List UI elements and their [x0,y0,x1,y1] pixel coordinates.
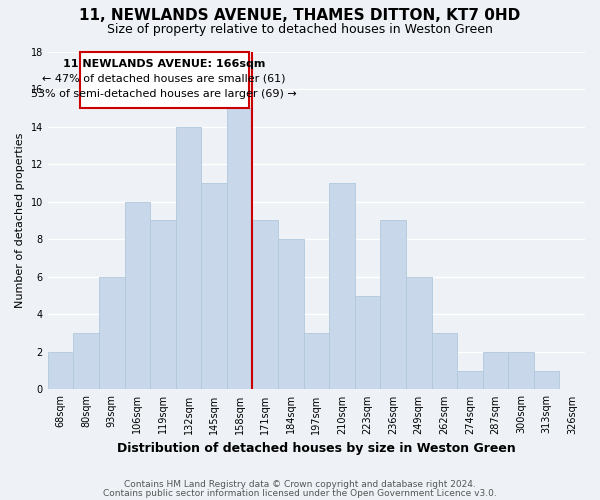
Bar [73,333,99,390]
Y-axis label: Number of detached properties: Number of detached properties [15,133,25,308]
Text: 11 NEWLANDS AVENUE: 166sqm: 11 NEWLANDS AVENUE: 166sqm [63,58,265,68]
FancyBboxPatch shape [80,52,248,108]
Bar [176,126,201,390]
Text: Contains HM Land Registry data © Crown copyright and database right 2024.: Contains HM Land Registry data © Crown c… [124,480,476,489]
Bar [457,370,482,390]
Bar [48,352,73,390]
Bar [278,239,304,390]
Bar [482,352,508,390]
Bar [355,296,380,390]
Bar [150,220,176,390]
Bar [508,352,534,390]
Text: Size of property relative to detached houses in Weston Green: Size of property relative to detached ho… [107,22,493,36]
Text: 53% of semi-detached houses are larger (69) →: 53% of semi-detached houses are larger (… [31,88,297,99]
Bar [227,108,253,390]
Bar [304,333,329,390]
Text: 11, NEWLANDS AVENUE, THAMES DITTON, KT7 0HD: 11, NEWLANDS AVENUE, THAMES DITTON, KT7 … [79,8,521,22]
Bar [99,277,125,390]
Bar [380,220,406,390]
Text: Contains public sector information licensed under the Open Government Licence v3: Contains public sector information licen… [103,489,497,498]
Bar [253,220,278,390]
Bar [125,202,150,390]
Text: ← 47% of detached houses are smaller (61): ← 47% of detached houses are smaller (61… [43,74,286,84]
Bar [201,183,227,390]
Bar [329,183,355,390]
X-axis label: Distribution of detached houses by size in Weston Green: Distribution of detached houses by size … [117,442,516,455]
Bar [406,277,431,390]
Bar [431,333,457,390]
Bar [534,370,559,390]
